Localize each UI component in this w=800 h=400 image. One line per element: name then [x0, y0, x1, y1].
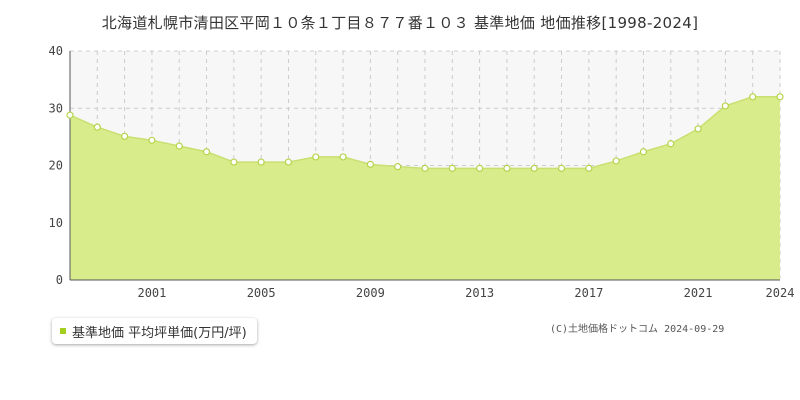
- x-tick-label: 2009: [356, 286, 385, 300]
- data-point: [121, 132, 129, 140]
- data-point: [257, 158, 265, 166]
- data-point: [312, 153, 320, 161]
- x-tick-label: 2024: [766, 286, 795, 300]
- series-area: [70, 96, 780, 280]
- label-layer: 0 10 20 30 40 2001 2005 2009 2013 2017 2021 2024: [49, 44, 795, 300]
- data-point: [448, 164, 456, 172]
- data-point: [530, 164, 538, 172]
- x-tick-label: 2017: [574, 286, 603, 300]
- y-tick-label: 20: [49, 159, 63, 173]
- data-point: [202, 148, 211, 156]
- chart-title: 北海道札幌市清田区平岡１０条１丁目８７７番１０３ 基準地価 地価推移[1998-…: [101, 14, 699, 32]
- data-point: [557, 164, 566, 172]
- data-point: [366, 160, 374, 168]
- x-tick-label: 2001: [137, 286, 166, 300]
- data-point: [585, 164, 593, 172]
- data-point: [148, 136, 156, 144]
- data-point: [339, 153, 347, 161]
- data-point: [421, 164, 429, 172]
- axis-layer: [69, 51, 780, 281]
- data-point: [66, 111, 74, 119]
- data-point: [93, 123, 101, 131]
- legend-label: 基準地価 平均坪単価(万円/坪): [72, 325, 247, 341]
- data-point: [639, 148, 648, 156]
- data-point: [612, 157, 620, 165]
- data-point: [721, 102, 729, 110]
- y-tick-label: 0: [56, 273, 63, 287]
- data-point: [667, 140, 675, 148]
- data-point: [394, 163, 402, 171]
- legend-marker: [60, 328, 66, 334]
- marker-layer: [66, 93, 784, 172]
- data-point: [694, 125, 702, 133]
- x-tick-label: 2005: [247, 286, 276, 300]
- copyright-text: (C)土地価格ドットコム 2024-09-29: [550, 324, 725, 335]
- x-tick-label: 2013: [465, 286, 494, 300]
- x-tick-label: 2021: [684, 286, 713, 300]
- data-point: [230, 158, 238, 166]
- y-tick-label: 30: [49, 101, 63, 115]
- data-point: [776, 93, 784, 101]
- data-point: [503, 164, 511, 172]
- data-point: [476, 164, 484, 172]
- data-point: [175, 142, 183, 150]
- data-point: [284, 158, 293, 166]
- data-point: [749, 93, 757, 101]
- y-tick-label: 40: [49, 44, 63, 58]
- legend: 基準地価 平均坪単価(万円/坪): [52, 318, 257, 344]
- y-tick-label: 10: [49, 216, 63, 230]
